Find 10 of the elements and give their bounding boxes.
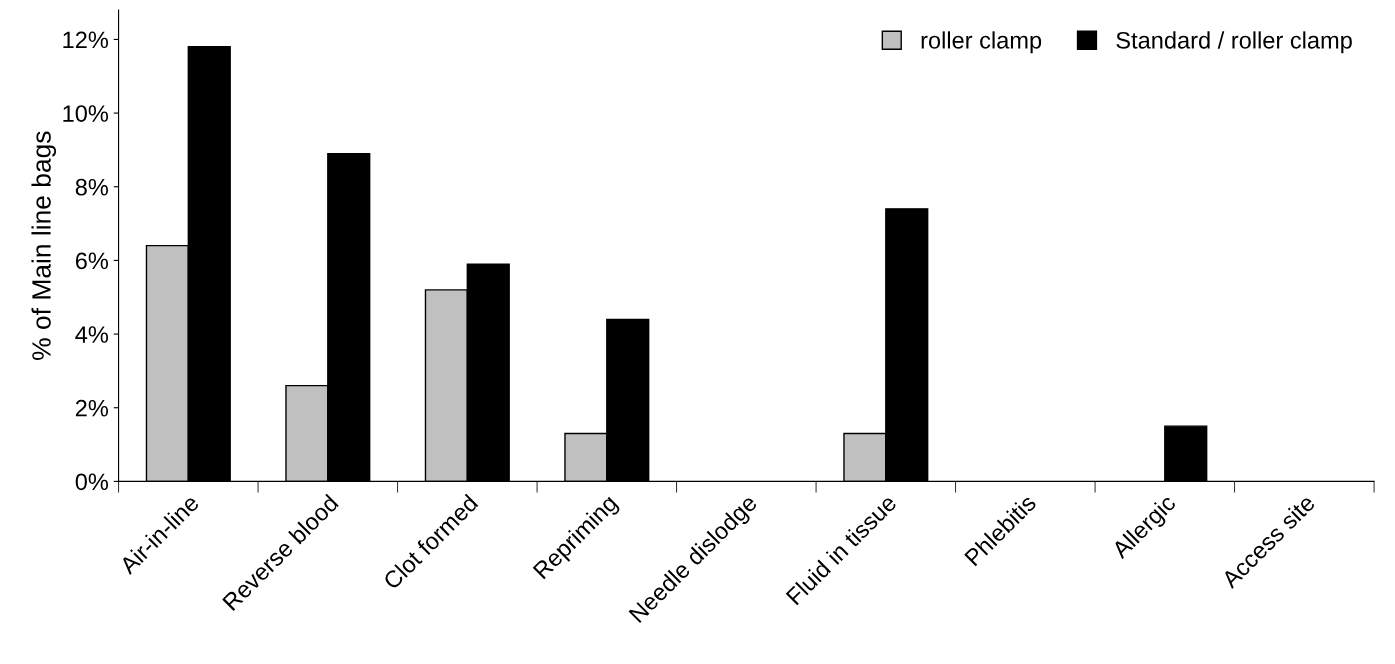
y-tick-label: 6% bbox=[75, 252, 109, 270]
y-tick-label: 2% bbox=[75, 399, 109, 417]
legend-label: roller clamp bbox=[921, 31, 1042, 54]
y-tick-label: 8% bbox=[75, 178, 109, 196]
legend-label: Standard / roller clamp bbox=[1116, 31, 1352, 54]
y-tick-label: 4% bbox=[75, 326, 109, 343]
y-axis-title: % of Main line bags bbox=[31, 131, 57, 360]
y-tick-label: 0% bbox=[75, 473, 109, 491]
y-tick-label: 12% bbox=[63, 31, 109, 49]
y-tick-label: 10% bbox=[63, 105, 109, 122]
